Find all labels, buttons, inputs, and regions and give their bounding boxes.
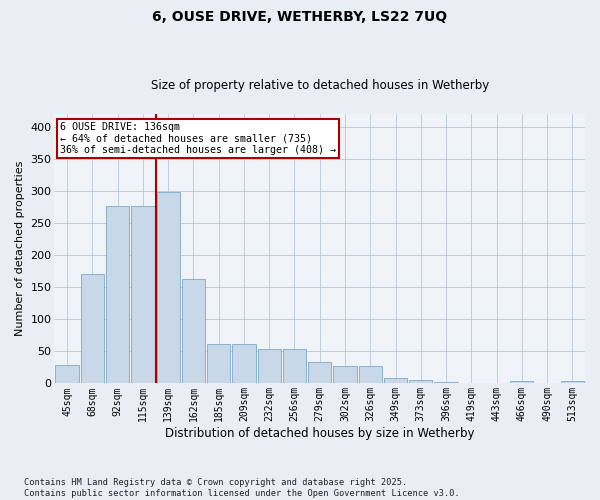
Bar [131,206,155,384]
Bar [561,381,584,384]
X-axis label: Distribution of detached houses by size in Wetherby: Distribution of detached houses by size … [165,427,475,440]
Text: Contains HM Land Registry data © Crown copyright and database right 2025.
Contai: Contains HM Land Registry data © Crown c… [24,478,460,498]
Bar [207,344,230,384]
Bar [334,366,356,384]
Text: 6 OUSE DRIVE: 136sqm
← 64% of detached houses are smaller (735)
36% of semi-deta: 6 OUSE DRIVE: 136sqm ← 64% of detached h… [60,122,336,156]
Bar [460,383,483,384]
Bar [182,280,205,384]
Bar [359,366,382,384]
Text: 6, OUSE DRIVE, WETHERBY, LS22 7UQ: 6, OUSE DRIVE, WETHERBY, LS22 7UQ [152,10,448,24]
Bar [157,192,180,384]
Bar [308,362,331,384]
Bar [283,349,306,384]
Bar [485,383,508,384]
Bar [106,206,129,384]
Bar [434,382,458,384]
Bar [384,378,407,384]
Bar [535,383,559,384]
Bar [257,349,281,384]
Bar [409,380,433,384]
Bar [55,365,79,384]
Y-axis label: Number of detached properties: Number of detached properties [15,161,25,336]
Bar [81,274,104,384]
Bar [232,344,256,384]
Title: Size of property relative to detached houses in Wetherby: Size of property relative to detached ho… [151,79,489,92]
Bar [510,381,533,384]
